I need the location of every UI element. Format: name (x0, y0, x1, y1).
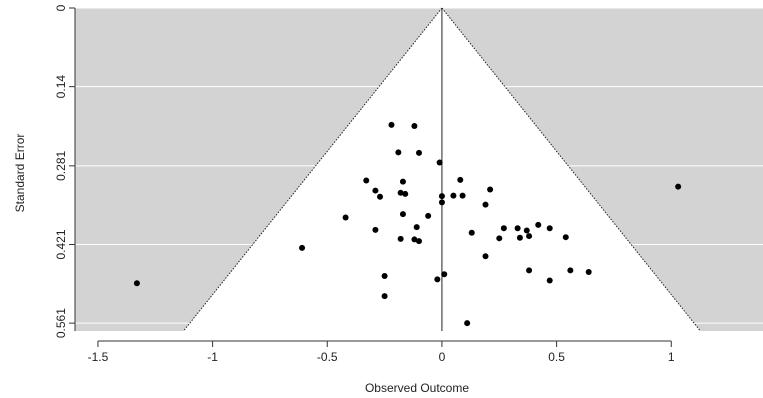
data-point-1 (411, 122, 418, 129)
data-point-16 (438, 199, 445, 206)
y-tick-label-3: 0.421 (54, 229, 68, 259)
data-point-35 (562, 234, 569, 241)
data-point-4 (436, 159, 443, 166)
data-point-33 (496, 235, 503, 242)
data-point-31 (416, 238, 422, 245)
y-axis-ticks: 0 0.14 0.281 0.421 0.561 (54, 4, 75, 338)
data-point-37 (482, 253, 489, 260)
data-point-27 (535, 221, 542, 228)
data-point-21 (413, 224, 420, 231)
data-point-15 (487, 186, 494, 193)
x-tick-label-5: 1 (668, 350, 675, 364)
data-point-20 (342, 214, 349, 221)
data-point-38 (526, 267, 533, 274)
y-tick-label-2: 0.281 (54, 151, 68, 181)
data-point-25 (514, 225, 521, 232)
x-tick-label-1: -1 (207, 350, 218, 364)
data-point-3 (416, 149, 422, 156)
y-tick-label-4: 0.561 (54, 308, 68, 338)
data-point-30 (411, 236, 418, 243)
data-point-19 (425, 212, 432, 219)
data-point-13 (450, 192, 457, 199)
data-point-24 (500, 225, 507, 232)
data-point-8 (372, 187, 379, 194)
x-tick-label-2: -0.5 (317, 350, 338, 364)
data-point-11 (377, 193, 384, 200)
data-point-41 (441, 271, 448, 278)
data-point-22 (372, 226, 379, 233)
data-point-42 (381, 272, 388, 279)
data-point-12 (438, 193, 445, 200)
data-point-29 (526, 233, 533, 240)
x-axis-label: Observed Outcome (365, 381, 469, 395)
y-tick-label-1: 0.14 (54, 75, 68, 99)
data-point-6 (399, 178, 406, 185)
x-axis-ticks: -1.5 -1 -0.5 0 0.5 1 (88, 341, 675, 364)
y-axis-label: Standard Error (13, 134, 27, 213)
data-point-7 (457, 176, 464, 183)
data-point-18 (399, 211, 406, 218)
data-point-23 (468, 229, 475, 236)
x-tick-label-4: 0.5 (548, 350, 565, 364)
data-point-36 (299, 244, 306, 251)
data-point-28 (546, 225, 553, 232)
data-point-17 (482, 201, 489, 208)
data-point-0 (388, 121, 395, 128)
data-point-40 (585, 269, 592, 276)
data-point-14 (459, 192, 466, 199)
data-point-9 (397, 189, 404, 196)
data-point-47 (464, 320, 471, 327)
data-point-5 (363, 177, 370, 184)
data-point-26 (523, 227, 530, 234)
data-point-2 (395, 149, 402, 156)
data-point-34 (516, 234, 523, 241)
y-tick-label-0: 0 (54, 4, 68, 11)
x-tick-label-3: 0 (439, 350, 446, 364)
data-point-48 (675, 183, 682, 190)
funnel-region (183, 7, 701, 332)
x-tick-label-0: -1.5 (88, 350, 109, 364)
data-point-44 (546, 277, 553, 284)
data-point-45 (133, 280, 140, 287)
data-point-43 (434, 276, 441, 283)
data-point-46 (381, 293, 388, 300)
data-points (133, 121, 682, 327)
data-point-10 (402, 190, 409, 197)
data-point-32 (397, 235, 404, 242)
axes (74, 8, 672, 342)
data-point-39 (567, 267, 574, 274)
